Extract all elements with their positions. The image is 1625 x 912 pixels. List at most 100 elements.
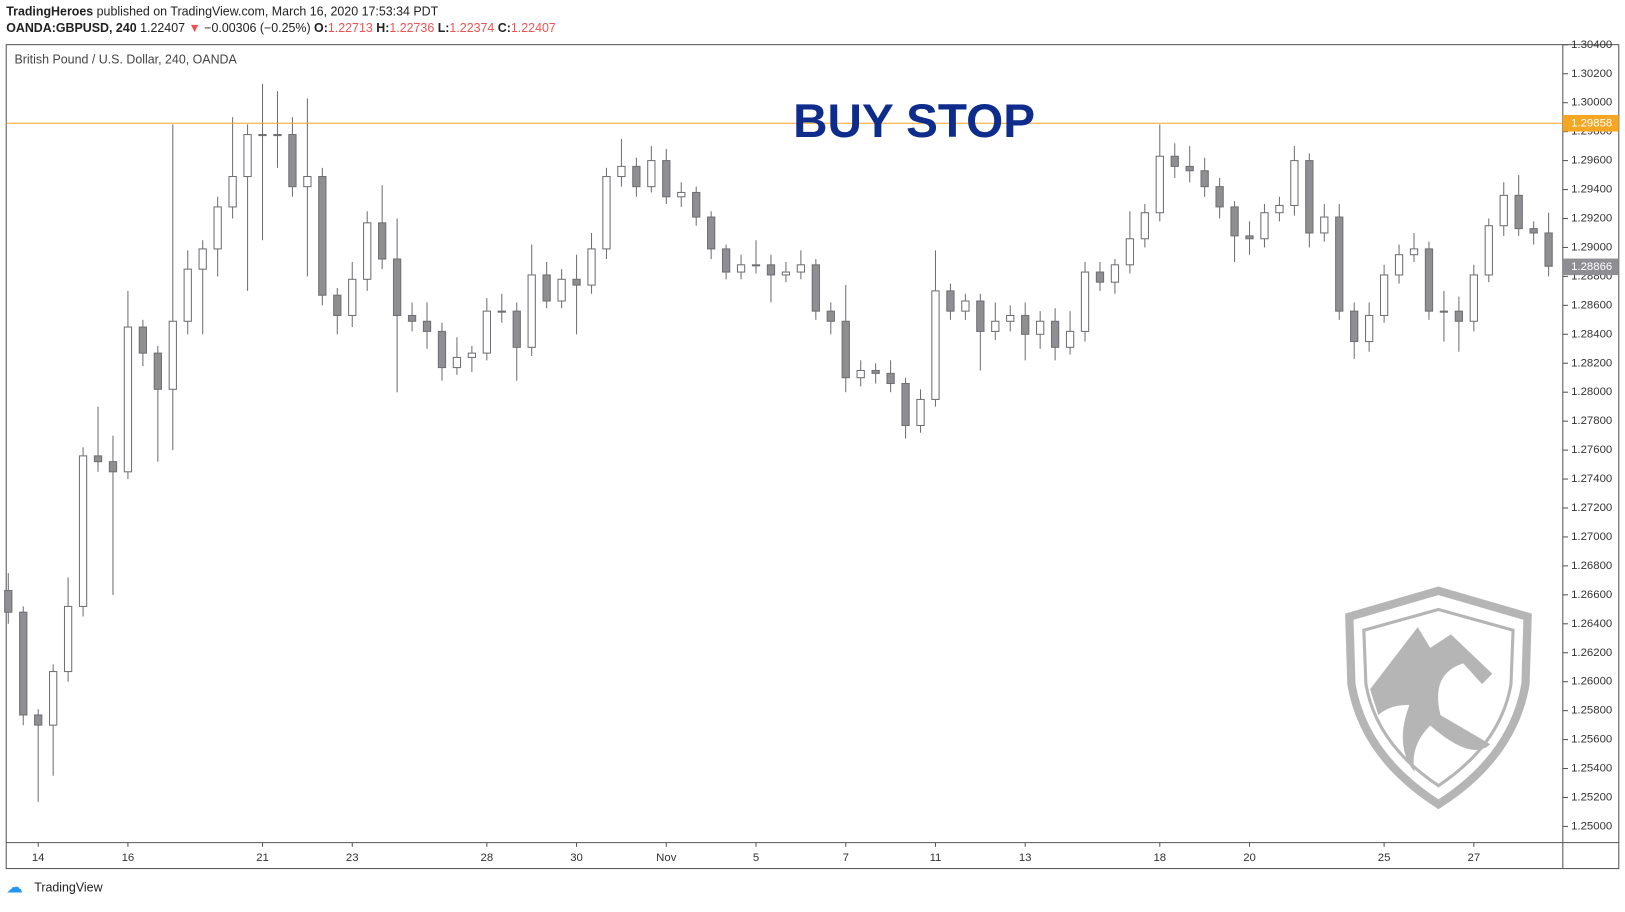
x-tick-label: 11	[930, 852, 942, 864]
candle-body	[1409, 248, 1419, 256]
y-tick-label: 1.27800	[1571, 415, 1612, 427]
candle-body	[63, 605, 73, 673]
published: published on TradingView.com, March 16, …	[97, 5, 439, 19]
candle-body	[1155, 155, 1164, 214]
candle-body	[378, 222, 387, 260]
candle-body	[557, 278, 566, 302]
candle-body	[1245, 235, 1254, 240]
candle-body	[497, 310, 506, 313]
candle-body	[946, 290, 955, 312]
frame	[5, 44, 1620, 870]
y-tick-label: 1.28200	[1571, 357, 1612, 369]
logo-shield	[1345, 586, 1532, 810]
candle-body	[1439, 310, 1449, 313]
ohlc-label: H:	[376, 21, 389, 35]
candle-body	[1185, 165, 1194, 172]
x-tick-label: 30	[570, 852, 583, 864]
logo-bull	[1370, 627, 1493, 773]
candle-body	[228, 176, 237, 208]
candle-body	[108, 461, 118, 473]
x-tick-label: 27	[1468, 852, 1481, 864]
y-tick-label: 1.25600	[1571, 734, 1612, 746]
candle-body	[1080, 271, 1090, 332]
last-price-label: 1.28866	[1571, 261, 1612, 273]
candle-body	[826, 310, 835, 322]
candle-body	[198, 248, 207, 270]
candle-body	[587, 248, 596, 286]
candle-body	[258, 134, 267, 137]
candle-body	[467, 352, 477, 358]
candle-body	[288, 134, 297, 188]
annotation: BUY STOP	[793, 95, 1035, 148]
footer-brand: TradingView	[34, 881, 102, 895]
candle-body	[123, 326, 133, 473]
y-tick-label: 1.29600	[1571, 155, 1612, 167]
symbol: OANDA:GBPUSD, 240	[6, 21, 137, 35]
ohlc-value: 1.22713	[328, 21, 373, 35]
x-tick-label: 7	[843, 852, 849, 864]
last-price-tag	[1562, 258, 1619, 276]
ohlc-value: 1.22407	[511, 21, 556, 35]
candle-body	[1110, 264, 1120, 283]
price: 1.22407	[140, 21, 185, 35]
candle-body	[422, 320, 432, 332]
candle-body	[49, 671, 58, 726]
y-tick-label: 1.26400	[1571, 618, 1612, 630]
candle-body	[1290, 160, 1299, 206]
candle-body	[692, 191, 701, 218]
candle-body	[572, 278, 581, 286]
candle-body	[407, 314, 417, 322]
y-tick-label: 1.25800	[1571, 705, 1612, 717]
candle-body	[93, 455, 103, 463]
candle-body	[542, 274, 551, 302]
logo	[1345, 586, 1532, 810]
legend-title: British Pound / U.S. Dollar, 240, OANDA	[15, 52, 238, 66]
candle-body	[168, 320, 177, 390]
candles	[4, 83, 1553, 802]
y-tick-label: 1.28400	[1571, 328, 1612, 340]
x-tick-label: 25	[1378, 852, 1391, 864]
y-tick-label: 1.27200	[1571, 502, 1612, 514]
candle-body	[1350, 310, 1359, 343]
candle-body	[841, 320, 850, 379]
x-tick-label: 16	[122, 852, 135, 864]
candle-body	[811, 264, 820, 312]
candle-body	[886, 372, 895, 385]
candle-body	[1469, 274, 1478, 322]
candle-body	[1095, 271, 1105, 283]
candle-body	[856, 369, 865, 379]
candle-body	[662, 160, 671, 198]
x-tick-label: 14	[32, 852, 45, 864]
candle-body	[1379, 274, 1389, 316]
candle-body	[392, 258, 402, 316]
candle-body	[333, 294, 342, 316]
y-tick-label: 1.30400	[1571, 39, 1612, 51]
candle-body	[1484, 225, 1493, 276]
candle-body	[916, 398, 925, 427]
candle-body	[363, 222, 372, 280]
candle-body	[318, 176, 327, 296]
candle-body	[991, 320, 1000, 332]
candle-body	[1365, 314, 1374, 343]
ohlc-value: 1.22374	[449, 21, 494, 35]
candle-body	[1305, 160, 1314, 234]
candle-body	[796, 264, 806, 273]
candle-body	[1394, 254, 1404, 276]
x-tick-label: 20	[1243, 852, 1256, 864]
ohlc-label: O:	[314, 21, 328, 35]
candle-body	[452, 356, 462, 369]
candle-body	[4, 589, 13, 613]
candle-body	[1006, 314, 1015, 322]
x-tick-label: Nov	[656, 852, 677, 864]
candle-body	[273, 134, 282, 137]
candle-body	[1260, 212, 1269, 240]
y-tick-label: 1.27000	[1571, 531, 1612, 543]
candle-body	[183, 268, 192, 322]
candle-body	[34, 714, 43, 726]
candle-body	[527, 274, 536, 348]
logo-shield-inner	[1362, 607, 1515, 788]
author: TradingHeroes	[6, 5, 93, 19]
y-tick-label: 1.28600	[1571, 299, 1612, 311]
candle-body	[707, 216, 716, 250]
